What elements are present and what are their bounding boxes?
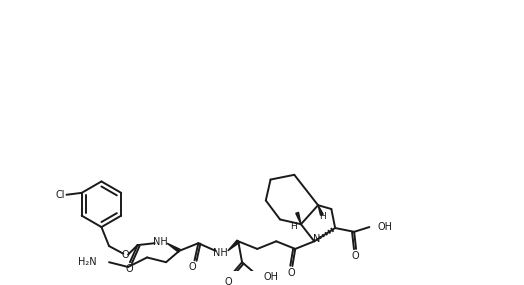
Polygon shape [228,240,239,251]
Text: H: H [290,222,297,231]
Text: Cl: Cl [55,190,64,200]
Text: NH: NH [213,248,227,258]
Polygon shape [167,243,180,252]
Text: O: O [122,250,129,260]
Polygon shape [296,212,301,224]
Text: O: O [225,277,233,285]
Text: N: N [313,234,321,245]
Text: H: H [320,212,326,221]
Text: O: O [288,268,295,278]
Text: OH: OH [264,272,279,282]
Text: OH: OH [378,222,393,232]
Text: O: O [351,251,359,260]
Polygon shape [318,205,323,215]
Text: NH: NH [153,237,168,247]
Text: O: O [189,262,196,272]
Text: O: O [125,264,133,274]
Text: H₂N: H₂N [78,257,97,267]
